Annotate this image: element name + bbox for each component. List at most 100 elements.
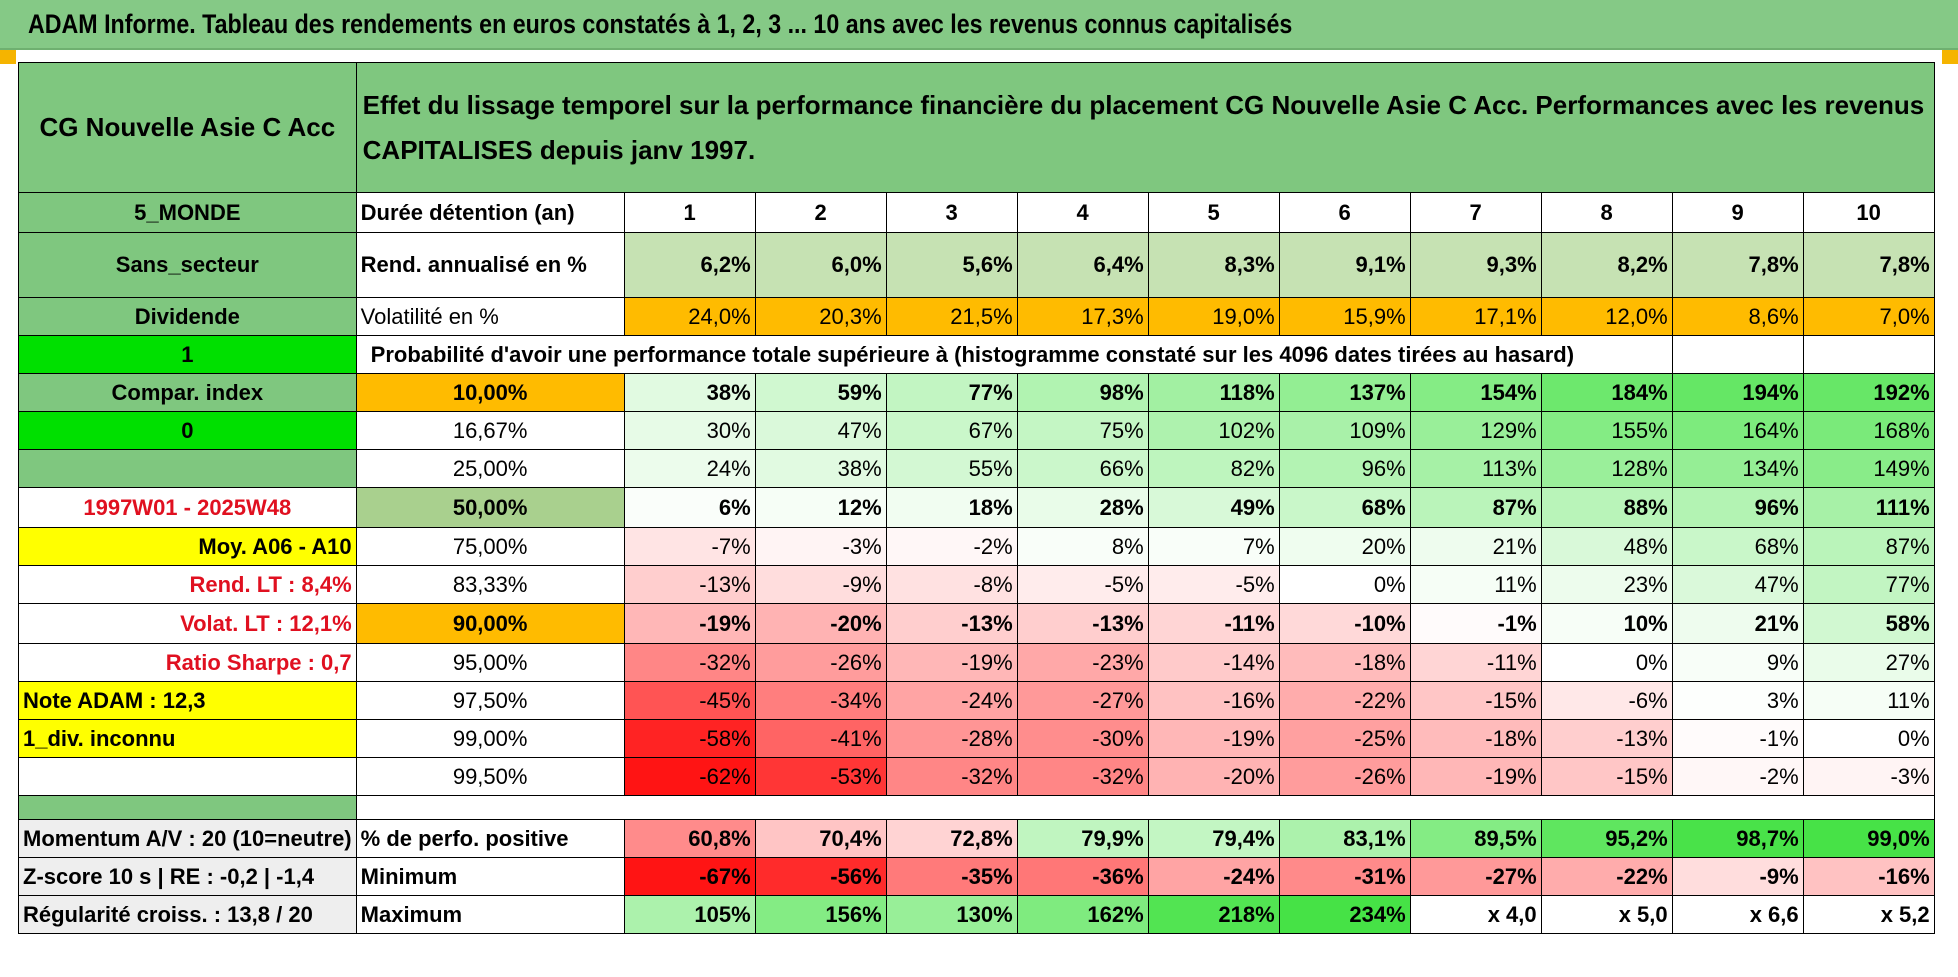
performance-cell: -25% bbox=[1278, 719, 1411, 758]
performance-cell: -20% bbox=[1147, 757, 1280, 796]
performance-cell: -19% bbox=[1409, 757, 1542, 796]
footer-value-cell: x 5,2 bbox=[1802, 895, 1935, 934]
probability-threshold: 10,00% bbox=[355, 373, 625, 412]
year-header: 5 bbox=[1147, 192, 1280, 233]
probability-threshold: 75,00% bbox=[355, 527, 625, 566]
performance-cell: -41% bbox=[754, 719, 887, 758]
footer-value-cell: 156% bbox=[754, 895, 887, 934]
performance-cell: 20% bbox=[1278, 527, 1411, 566]
performance-cell: 129% bbox=[1409, 411, 1542, 450]
rend-cell: 8,3% bbox=[1147, 232, 1280, 298]
performance-cell: -7% bbox=[623, 527, 756, 566]
vol-label: Volatilité en % bbox=[355, 297, 625, 336]
footer-value-cell: x 4,0 bbox=[1409, 895, 1542, 934]
performance-cell: 55% bbox=[885, 449, 1018, 488]
probability-threshold: 16,67% bbox=[355, 411, 625, 450]
performance-cell: 11% bbox=[1409, 565, 1542, 604]
performance-cell: 113% bbox=[1409, 449, 1542, 488]
vol-cell: 19,0% bbox=[1147, 297, 1280, 336]
performance-cell: 88% bbox=[1540, 487, 1673, 528]
performance-cell: 87% bbox=[1409, 487, 1542, 528]
left-label-cell[interactable]: 0 bbox=[18, 411, 357, 450]
performance-cell: 47% bbox=[1671, 565, 1804, 604]
footer-value-cell: 79,4% bbox=[1147, 819, 1280, 858]
performance-cell: -11% bbox=[1147, 603, 1280, 644]
performance-cell: 164% bbox=[1671, 411, 1804, 450]
footer-metric-label: % de perfo. positive bbox=[355, 819, 625, 858]
performance-cell: -19% bbox=[1147, 719, 1280, 758]
performance-cell: -22% bbox=[1278, 681, 1411, 720]
performance-cell: -15% bbox=[1409, 681, 1542, 720]
rend-cell: 6,2% bbox=[623, 232, 756, 298]
performance-cell: 10% bbox=[1540, 603, 1673, 644]
performance-cell: 77% bbox=[885, 373, 1018, 412]
footer-value-cell: -36% bbox=[1016, 857, 1149, 896]
performance-cell: 102% bbox=[1147, 411, 1280, 450]
performance-cell: -10% bbox=[1278, 603, 1411, 644]
performance-cell: 3% bbox=[1671, 681, 1804, 720]
performance-cell: 137% bbox=[1278, 373, 1411, 412]
performance-cell: -6% bbox=[1540, 681, 1673, 720]
performance-cell: -58% bbox=[623, 719, 756, 758]
performance-cell: 24% bbox=[623, 449, 756, 488]
performance-cell: 6% bbox=[623, 487, 756, 528]
performance-cell: -3% bbox=[1802, 757, 1935, 796]
performance-cell: 7% bbox=[1147, 527, 1280, 566]
performance-cell: 154% bbox=[1409, 373, 1542, 412]
performance-cell: -23% bbox=[1016, 643, 1149, 682]
year-header: 4 bbox=[1016, 192, 1149, 233]
left-label-cell: Volat. LT : 12,1% bbox=[18, 603, 357, 644]
performance-cell: 168% bbox=[1802, 411, 1935, 450]
probability-threshold: 97,50% bbox=[355, 681, 625, 720]
left-label-cell bbox=[18, 757, 357, 796]
footer-value-cell: -16% bbox=[1802, 857, 1935, 896]
footer-value-cell: 72,8% bbox=[885, 819, 1018, 858]
performance-cell: 155% bbox=[1540, 411, 1673, 450]
probability-threshold: 50,00% bbox=[355, 487, 625, 528]
year-header: 10 bbox=[1802, 192, 1935, 233]
performance-cell: -11% bbox=[1409, 643, 1542, 682]
left-label-cell: Note ADAM : 12,3 bbox=[18, 681, 357, 720]
vol-cell: 24,0% bbox=[623, 297, 756, 336]
index-selector-cell[interactable]: 1 bbox=[18, 335, 357, 374]
performance-cell: -20% bbox=[754, 603, 887, 644]
performance-cell: -3% bbox=[754, 527, 887, 566]
performance-cell: 109% bbox=[1278, 411, 1411, 450]
footer-value-cell: 162% bbox=[1016, 895, 1149, 934]
performance-cell: 149% bbox=[1802, 449, 1935, 488]
performance-cell: -13% bbox=[623, 565, 756, 604]
performance-cell: 38% bbox=[754, 449, 887, 488]
performance-cell: -32% bbox=[623, 643, 756, 682]
performance-cell: -18% bbox=[1409, 719, 1542, 758]
footer-value-cell: -24% bbox=[1147, 857, 1280, 896]
vol-cell: 12,0% bbox=[1540, 297, 1673, 336]
left-label-cell: 1997W01 - 2025W48 bbox=[18, 487, 357, 528]
year-header: 1 bbox=[623, 192, 756, 233]
performance-cell: 38% bbox=[623, 373, 756, 412]
performance-cell: 27% bbox=[1802, 643, 1935, 682]
performance-cell: 21% bbox=[1671, 603, 1804, 644]
performance-cell: -15% bbox=[1540, 757, 1673, 796]
footer-value-cell: 99,0% bbox=[1802, 819, 1935, 858]
footer-value-cell: 234% bbox=[1278, 895, 1411, 934]
rend-cell: 7,8% bbox=[1671, 232, 1804, 298]
blank-cell bbox=[1671, 335, 1804, 374]
year-header: 7 bbox=[1409, 192, 1542, 233]
performance-cell: -28% bbox=[885, 719, 1018, 758]
probability-threshold: 25,00% bbox=[355, 449, 625, 488]
footer-value-cell: 70,4% bbox=[754, 819, 887, 858]
sector-label: Sans_secteur bbox=[18, 232, 357, 298]
performance-cell: -1% bbox=[1671, 719, 1804, 758]
performance-cell: 0% bbox=[1278, 565, 1411, 604]
performance-cell: 194% bbox=[1671, 373, 1804, 412]
rend-cell: 9,3% bbox=[1409, 232, 1542, 298]
title-bar: ADAM Informe. Tableau des rendements en … bbox=[0, 0, 1958, 50]
performance-cell: 48% bbox=[1540, 527, 1673, 566]
probability-threshold: 83,33% bbox=[355, 565, 625, 604]
performance-cell: -30% bbox=[1016, 719, 1149, 758]
performance-cell: 12% bbox=[754, 487, 887, 528]
footer-value-cell: 79,9% bbox=[1016, 819, 1149, 858]
performance-cell: 18% bbox=[885, 487, 1018, 528]
performance-cell: 118% bbox=[1147, 373, 1280, 412]
footer-value-cell: x 6,6 bbox=[1671, 895, 1804, 934]
